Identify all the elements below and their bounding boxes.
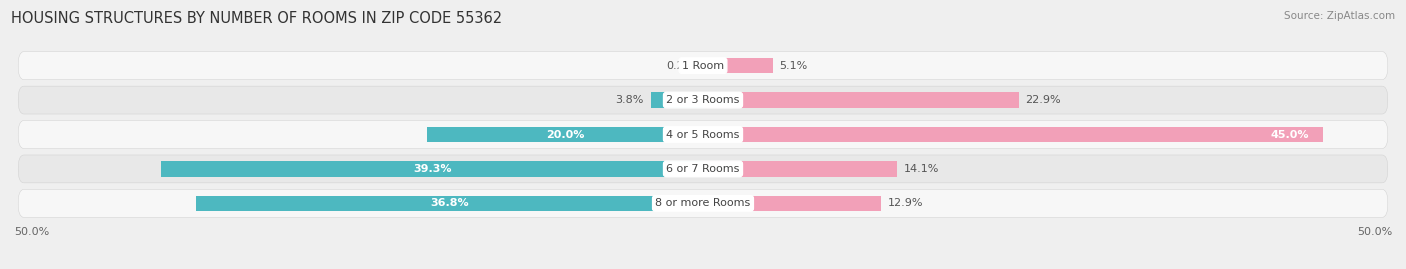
Bar (700, 58, 703, 73)
Text: 50.0%: 50.0% (14, 227, 49, 237)
Text: 14.1%: 14.1% (904, 164, 939, 174)
FancyBboxPatch shape (18, 155, 1388, 183)
FancyBboxPatch shape (18, 189, 1388, 217)
Text: 2 or 3 Rooms: 2 or 3 Rooms (666, 95, 740, 105)
Text: 5.1%: 5.1% (779, 61, 807, 71)
Bar (703, 196, 880, 211)
Text: 1 Room: 1 Room (682, 61, 724, 71)
Bar (651, 92, 703, 108)
Text: HOUSING STRUCTURES BY NUMBER OF ROOMS IN ZIP CODE 55362: HOUSING STRUCTURES BY NUMBER OF ROOMS IN… (11, 11, 502, 26)
FancyBboxPatch shape (18, 121, 1388, 148)
Text: 0.2%: 0.2% (666, 61, 695, 71)
Bar (703, 161, 897, 177)
Text: Source: ZipAtlas.com: Source: ZipAtlas.com (1284, 11, 1395, 21)
Text: 20.0%: 20.0% (546, 129, 585, 140)
Bar (427, 127, 703, 142)
Bar (162, 161, 703, 177)
FancyBboxPatch shape (18, 86, 1388, 114)
Text: 39.3%: 39.3% (413, 164, 451, 174)
Text: 6 or 7 Rooms: 6 or 7 Rooms (666, 164, 740, 174)
Bar (195, 196, 703, 211)
Text: 50.0%: 50.0% (1357, 227, 1392, 237)
Bar (703, 127, 1323, 142)
Text: 8 or more Rooms: 8 or more Rooms (655, 198, 751, 208)
Text: 22.9%: 22.9% (1025, 95, 1062, 105)
Bar (703, 92, 1018, 108)
Bar (703, 58, 773, 73)
Text: 36.8%: 36.8% (430, 198, 468, 208)
Text: 45.0%: 45.0% (1271, 129, 1309, 140)
Text: 3.8%: 3.8% (616, 95, 644, 105)
FancyBboxPatch shape (18, 52, 1388, 80)
Text: 4 or 5 Rooms: 4 or 5 Rooms (666, 129, 740, 140)
Text: 12.9%: 12.9% (887, 198, 924, 208)
